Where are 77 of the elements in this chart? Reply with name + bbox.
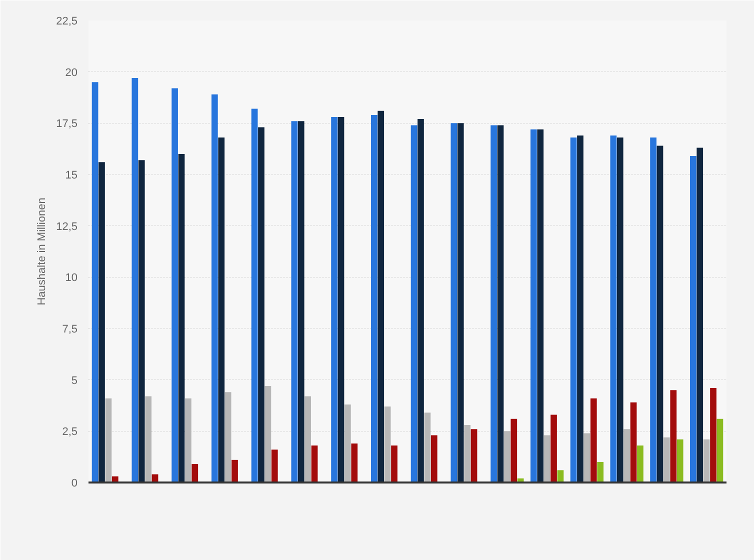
bar [185, 398, 192, 482]
y-tick-label: 10 [65, 272, 78, 284]
bar [497, 125, 504, 482]
bar [224, 392, 232, 482]
bar [637, 446, 644, 482]
bar [351, 443, 358, 482]
bar [670, 390, 677, 482]
bar [690, 156, 696, 482]
bar [616, 138, 624, 482]
bar [650, 138, 656, 482]
bar [470, 429, 478, 482]
bar [105, 398, 112, 482]
bar [710, 388, 716, 482]
bar [331, 117, 338, 482]
bar [716, 418, 724, 482]
bar [258, 127, 264, 482]
bar [457, 123, 464, 482]
bar [311, 446, 318, 482]
bar [696, 148, 704, 482]
y-axis-title: Haushalte in Millionen [36, 198, 48, 306]
bar [218, 138, 225, 482]
bar [378, 110, 384, 482]
bar [291, 121, 298, 482]
bar [92, 82, 98, 482]
bar [298, 121, 304, 482]
y-tick-label: 17,5 [56, 118, 78, 130]
bar [530, 129, 537, 482]
bar [676, 439, 684, 482]
bar [178, 154, 185, 482]
bar [624, 429, 630, 482]
bar [504, 431, 510, 482]
bar [338, 117, 344, 482]
bar [424, 412, 431, 482]
bar [410, 125, 418, 482]
bar [450, 123, 458, 482]
bar [550, 414, 557, 482]
bar [211, 94, 218, 482]
bar [590, 398, 597, 482]
bar [577, 135, 584, 482]
bar [630, 402, 637, 482]
y-tick-label: 7,5 [62, 324, 78, 336]
bar [264, 386, 272, 482]
bar [544, 435, 550, 482]
bar [703, 439, 710, 482]
bar [192, 464, 198, 482]
bar [172, 88, 178, 482]
bar [138, 160, 145, 482]
bar [271, 450, 278, 482]
bar [304, 396, 311, 482]
y-tick-label: 0 [71, 478, 78, 490]
bar [490, 125, 497, 482]
bar [384, 406, 391, 482]
bar [132, 78, 138, 482]
bar [391, 446, 398, 482]
bar [464, 425, 470, 482]
bar [98, 162, 105, 482]
bar [664, 437, 670, 482]
bar [597, 462, 604, 482]
bar [145, 396, 152, 482]
y-tick-label: 22,5 [56, 16, 78, 28]
bar [610, 135, 617, 482]
y-tick-label: 20 [65, 66, 78, 79]
bar [584, 433, 590, 482]
y-tick-label: 12,5 [56, 220, 78, 233]
bar [430, 435, 438, 482]
y-tick-label: 2,5 [62, 426, 78, 438]
bar [510, 418, 518, 482]
bar [251, 108, 258, 482]
bar [344, 404, 351, 482]
bar [232, 460, 238, 482]
y-tick-label: 15 [65, 170, 78, 182]
bar [570, 138, 577, 482]
bar [656, 146, 664, 482]
bar [537, 129, 544, 482]
bar [370, 114, 378, 482]
bar [418, 119, 424, 482]
y-tick-label: 5 [71, 374, 78, 387]
